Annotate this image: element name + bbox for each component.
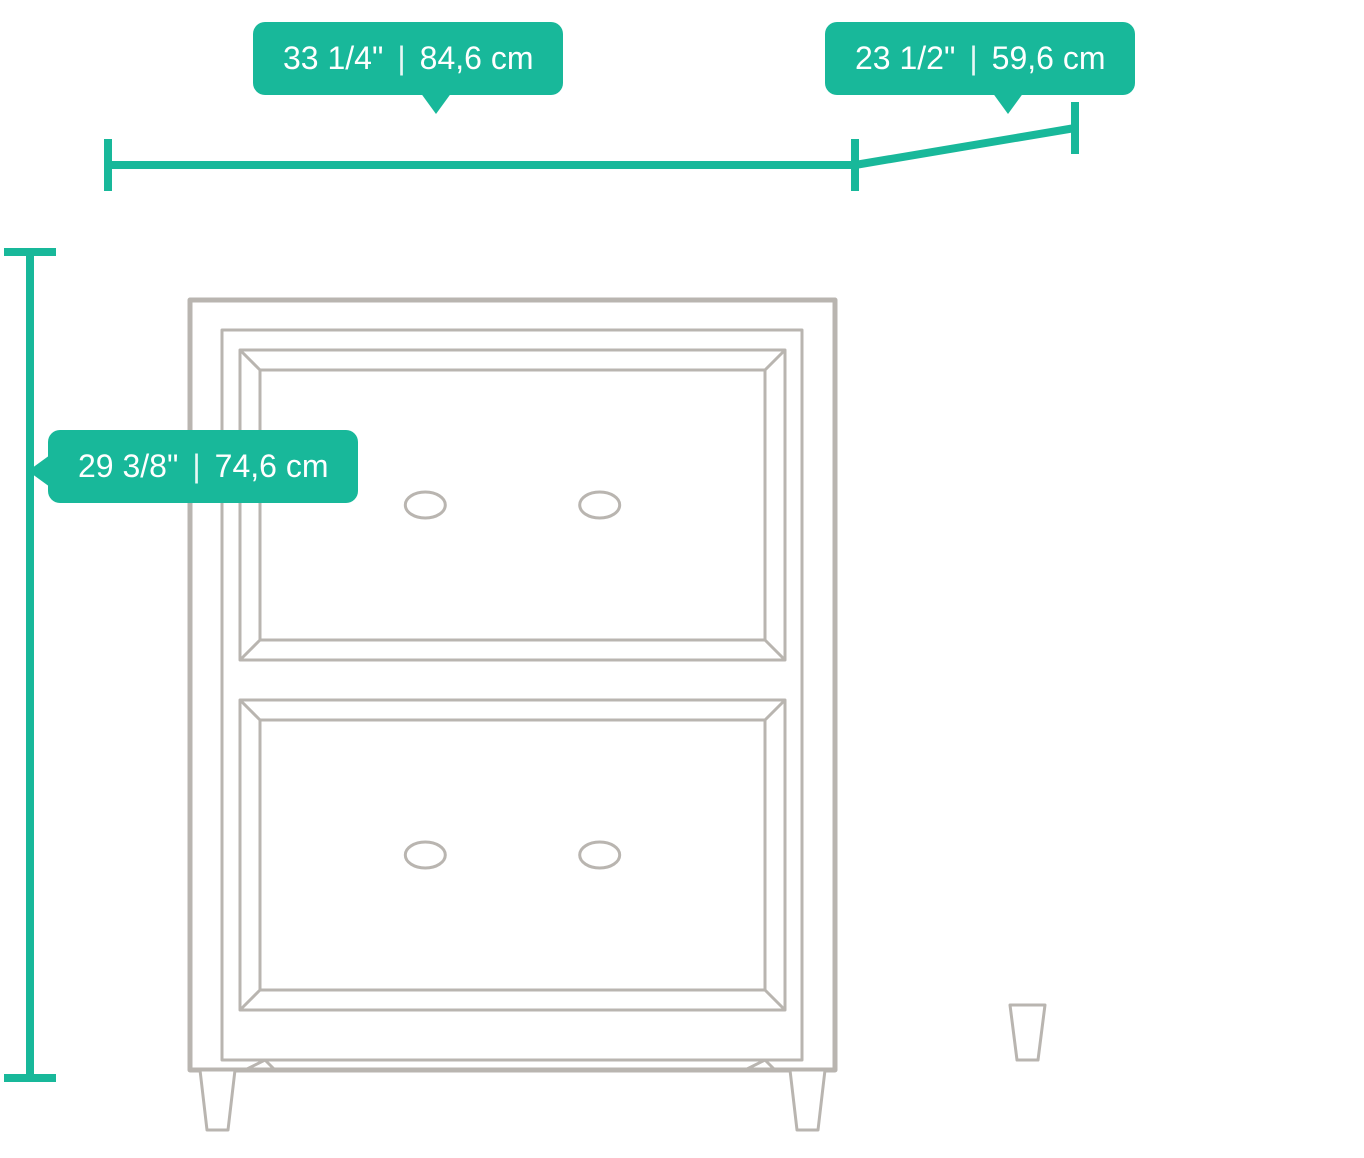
separator: |	[969, 40, 977, 77]
width-label: 33 1/4" | 84,6 cm	[253, 22, 563, 95]
separator: |	[397, 40, 405, 77]
width-metric: 84,6 cm	[420, 40, 534, 77]
separator: |	[192, 448, 200, 485]
height-label: 29 3/8" | 74,6 cm	[48, 430, 358, 503]
height-metric: 74,6 cm	[215, 448, 329, 485]
depth-metric: 59,6 cm	[992, 40, 1106, 77]
dimension-diagram	[0, 0, 1364, 1158]
width-label-pointer	[420, 92, 452, 114]
depth-imperial: 23 1/2"	[855, 40, 955, 77]
depth-label: 23 1/2" | 59,6 cm	[825, 22, 1135, 95]
depth-label-pointer	[992, 92, 1024, 114]
height-imperial: 29 3/8"	[78, 448, 178, 485]
width-imperial: 33 1/4"	[283, 40, 383, 77]
height-label-pointer	[28, 455, 50, 487]
